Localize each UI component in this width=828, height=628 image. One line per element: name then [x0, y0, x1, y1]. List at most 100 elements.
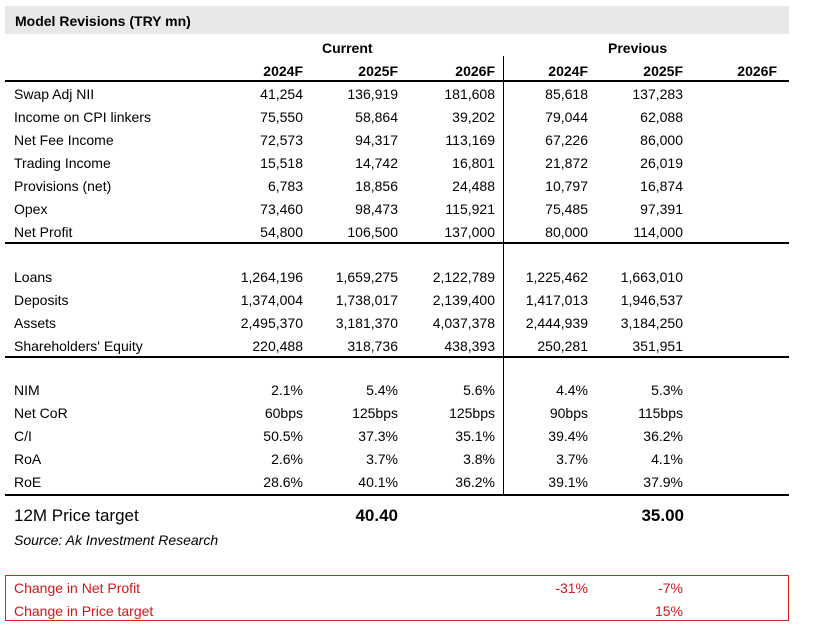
table-cell: 2.1% — [271, 382, 303, 398]
table-cell: 1,374,004 — [240, 292, 303, 308]
row-label: C/I — [14, 428, 32, 444]
table-cell: 80,000 — [545, 224, 588, 240]
table-cell: 14,742 — [355, 155, 398, 171]
table-cell: 41,254 — [260, 86, 303, 102]
year-header: 2024F — [548, 63, 588, 79]
table-cell: 125bps — [352, 405, 398, 421]
table-cell: 2,139,400 — [432, 292, 495, 308]
table-cell: 37.9% — [643, 474, 683, 490]
row-label: Provisions (net) — [14, 178, 112, 194]
table-cell: 3,184,250 — [620, 315, 683, 331]
table-cell: 2,444,939 — [525, 315, 588, 331]
table-cell: 73,460 — [260, 201, 303, 217]
change-value: 15% — [654, 603, 683, 619]
table-cell: 4.4% — [556, 382, 588, 398]
table-cell: 2.6% — [271, 451, 303, 467]
table-cell: 60bps — [264, 405, 303, 421]
year-header: 2026F — [737, 63, 777, 79]
row-label: Swap Adj NII — [14, 86, 95, 102]
table-cell: 75,485 — [545, 201, 588, 217]
table-cell: 250,281 — [537, 338, 588, 354]
row-label: Deposits — [14, 292, 69, 308]
table-cell: 1,225,462 — [525, 269, 588, 285]
year-header: 2025F — [358, 63, 398, 79]
group-header-current: Current — [322, 40, 373, 56]
table-cell: 36.2% — [643, 428, 683, 444]
table-cell: 115bps — [638, 405, 683, 421]
table-cell: 4.1% — [651, 451, 683, 467]
table-cell: 16,874 — [640, 178, 683, 194]
price-target-label: 12M Price target — [14, 506, 139, 525]
table-cell: 18,856 — [355, 178, 398, 194]
table-cell: 1,738,017 — [335, 292, 398, 308]
change-label: Change in Price target — [14, 603, 154, 619]
table-cell: 39.1% — [548, 474, 588, 490]
year-header: 2025F — [643, 63, 683, 79]
changes-box — [5, 575, 789, 621]
table-cell: 2,495,370 — [240, 315, 303, 331]
table-cell: 106,500 — [347, 224, 398, 240]
table-cell: 4,037,378 — [432, 315, 495, 331]
table-cell: 21,872 — [545, 155, 588, 171]
title-bar: Model Revisions (TRY mn) — [5, 6, 789, 34]
table-cell: 113,169 — [445, 132, 495, 148]
table-cell: 438,393 — [444, 338, 495, 354]
table-cell: 1,264,196 — [240, 269, 303, 285]
table-cell: 85,618 — [545, 86, 588, 102]
column-separator — [503, 56, 504, 495]
table-cell: 2,122,789 — [432, 269, 495, 285]
row-label: Net Profit — [14, 224, 73, 240]
table-cell: 16,801 — [452, 155, 495, 171]
table-cell: 72,573 — [260, 132, 303, 148]
group-header-previous: Previous — [608, 40, 668, 56]
divider — [5, 80, 789, 82]
table-cell: 10,797 — [545, 178, 588, 194]
table-cell: 181,608 — [444, 86, 495, 102]
table-cell: 58,864 — [355, 109, 398, 125]
row-label: RoA — [14, 451, 42, 467]
table-cell: 35.1% — [455, 428, 495, 444]
table-cell: 114,000 — [633, 224, 683, 240]
table-cell: 24,488 — [452, 178, 495, 194]
table-cell: 115,921 — [445, 201, 495, 217]
table-cell: 3.7% — [366, 451, 398, 467]
table-cell: 97,391 — [640, 201, 683, 217]
table-cell: 1,659,275 — [335, 269, 398, 285]
table-cell: 3,181,370 — [335, 315, 398, 331]
row-label: Shareholders' Equity — [14, 338, 143, 354]
year-header: 2026F — [455, 63, 495, 79]
table-cell: 125bps — [449, 405, 495, 421]
divider — [5, 242, 789, 244]
table-cell: 1,663,010 — [620, 269, 683, 285]
page-title: Model Revisions (TRY mn) — [15, 13, 191, 29]
table-cell: 67,226 — [545, 132, 588, 148]
table-cell: 86,000 — [640, 132, 683, 148]
divider — [5, 356, 789, 358]
year-header: 2024F — [263, 63, 303, 79]
table-cell: 5.6% — [463, 382, 495, 398]
change-value: -7% — [658, 580, 683, 596]
row-label: NIM — [14, 382, 40, 398]
row-label: Assets — [14, 315, 57, 331]
table-cell: 3.7% — [556, 451, 588, 467]
table-cell: 90bps — [549, 405, 588, 421]
table-cell: 62,088 — [640, 109, 683, 125]
price-target-previous: 35.00 — [641, 506, 684, 525]
row-label: Opex — [14, 201, 48, 217]
row-label: Net Fee Income — [14, 132, 114, 148]
table-cell: 94,317 — [355, 132, 398, 148]
table-cell: 54,800 — [260, 224, 303, 240]
row-label: RoE — [14, 474, 42, 490]
change-value: -31% — [555, 580, 588, 596]
table-cell: 137,283 — [632, 86, 683, 102]
table-cell: 50.5% — [263, 428, 303, 444]
table-cell: 351,951 — [632, 338, 683, 354]
table-cell: 137,000 — [444, 224, 495, 240]
table-cell: 1,417,013 — [525, 292, 588, 308]
change-label: Change in Net Profit — [14, 580, 141, 596]
table-cell: 39.4% — [548, 428, 588, 444]
row-label: Loans — [14, 269, 53, 285]
table-cell: 220,488 — [252, 338, 303, 354]
table-cell: 5.4% — [366, 382, 398, 398]
row-label: Income on CPI linkers — [14, 109, 151, 125]
